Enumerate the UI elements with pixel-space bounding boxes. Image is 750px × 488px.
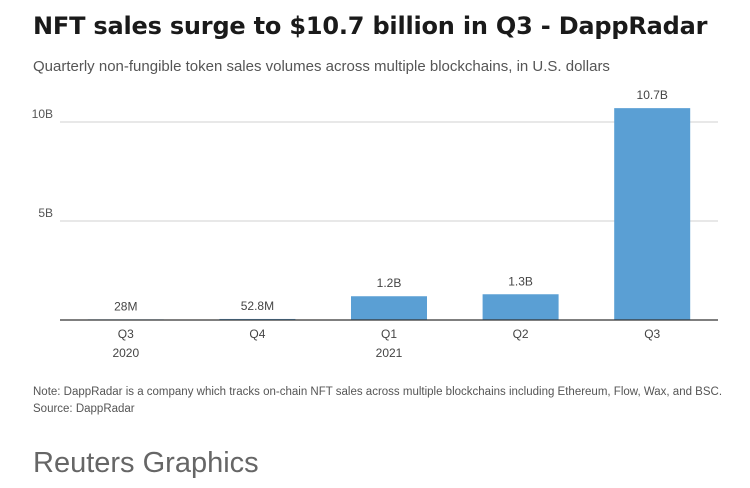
x-tick-label: Q3 — [644, 327, 660, 341]
x-tick-label: Q1 — [381, 327, 397, 341]
x-tick-label: Q4 — [249, 327, 265, 341]
data-label: 28M — [114, 299, 137, 313]
chart-note: Note: DappRadar is a company which track… — [33, 386, 723, 398]
brand-label: Reuters Graphics — [33, 447, 259, 479]
y-tick-label: 10B — [32, 107, 53, 121]
x-tick-sublabel: 2020 — [112, 346, 139, 360]
bar — [482, 294, 559, 320]
bar — [614, 108, 691, 320]
data-label: 52.8M — [241, 299, 274, 313]
data-label: 10.7B — [637, 88, 668, 102]
data-label: 1.3B — [508, 274, 533, 288]
x-tick-label: Q3 — [118, 327, 134, 341]
data-label: 1.2B — [377, 276, 402, 290]
chart-subtitle: Quarterly non-fungible token sales volum… — [33, 58, 610, 75]
y-tick-label: 5B — [38, 206, 53, 220]
x-tick-label: Q2 — [513, 327, 529, 341]
chart-title: NFT sales surge to $10.7 billion in Q3 -… — [33, 12, 708, 40]
chart-source: Source: DappRadar — [33, 403, 135, 415]
bar-chart: 5B 10B 28M Q3 2020 52.8M Q4 1.2B Q1 2021 1.3B Q2 10.… — [32, 88, 718, 360]
bar — [351, 296, 427, 320]
chart-notes: Note: DappRadar is a company which track… — [33, 384, 722, 418]
x-tick-sublabel: 2021 — [376, 346, 403, 360]
